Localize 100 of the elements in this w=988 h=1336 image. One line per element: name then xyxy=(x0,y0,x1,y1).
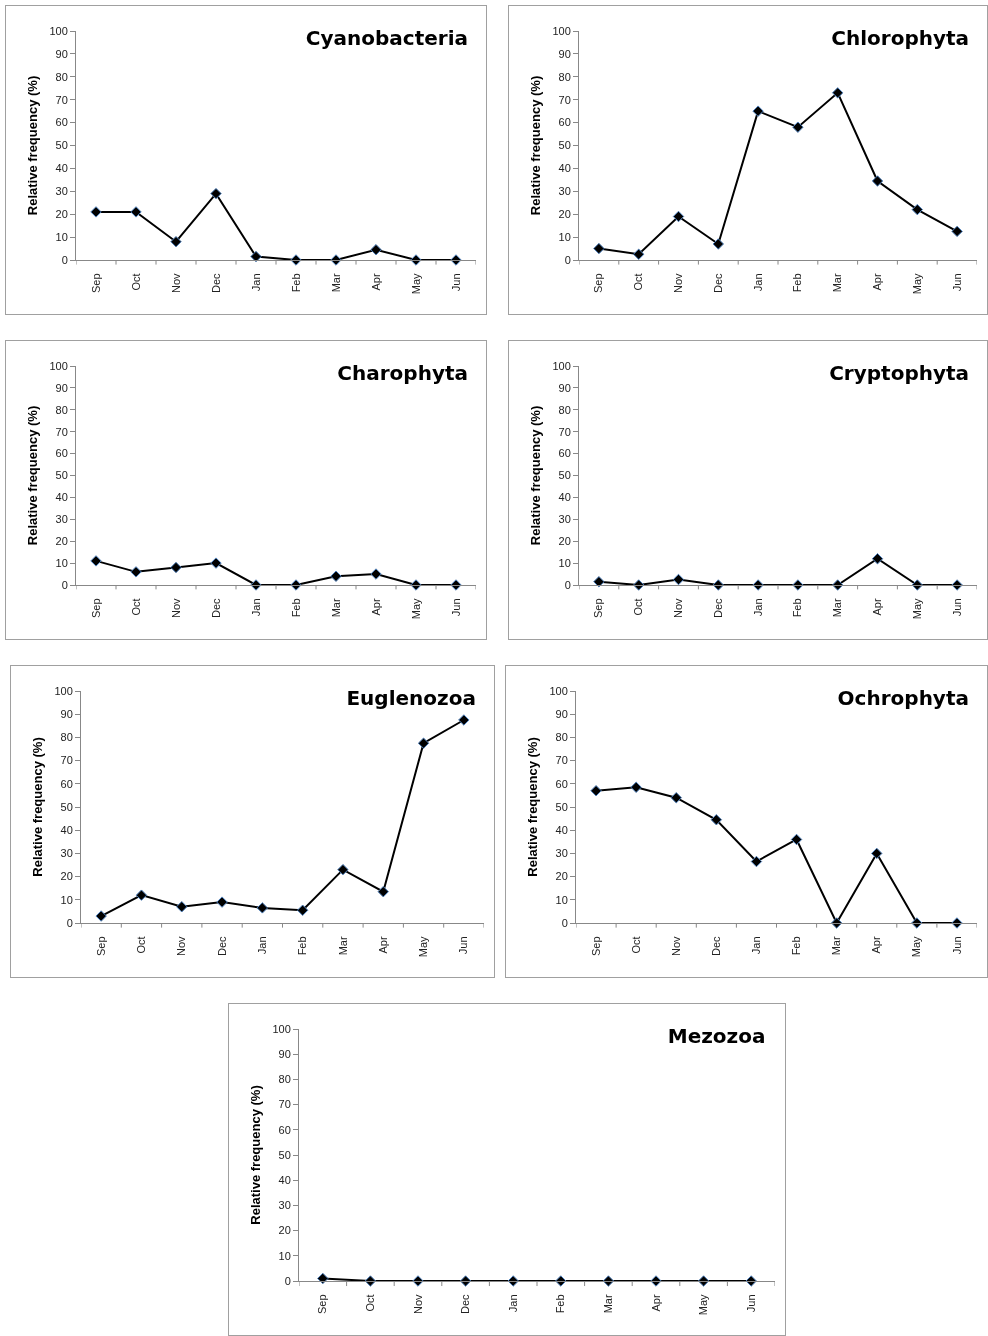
y-tick-label: 20 xyxy=(278,1224,291,1237)
x-tick-label: May xyxy=(409,272,422,295)
chart-title: Ochrophyta xyxy=(837,686,969,710)
point xyxy=(752,105,764,117)
y-tick-label: 10 xyxy=(55,556,68,569)
point xyxy=(871,847,883,860)
y-tick-label: 40 xyxy=(558,491,571,504)
x-tick-label: Feb xyxy=(289,598,302,618)
y-tick-label: 100 xyxy=(552,24,571,37)
point xyxy=(792,579,804,591)
y-tick-label: 70 xyxy=(60,754,73,767)
point xyxy=(250,250,262,263)
x-tick-label: May xyxy=(910,935,923,958)
y-tick-label: 50 xyxy=(558,469,571,482)
y-tick-label: 80 xyxy=(558,403,571,416)
x-tick-label: Nov xyxy=(169,272,182,293)
chart-title: Euglenozoa xyxy=(346,686,476,710)
point xyxy=(710,814,723,826)
point xyxy=(590,785,602,797)
y-tick-label: 80 xyxy=(55,403,68,416)
x-tick-label: Mar xyxy=(831,598,844,618)
point xyxy=(256,902,269,914)
y-tick-label: 60 xyxy=(278,1123,291,1136)
point xyxy=(216,896,228,908)
x-tick-label: Apr xyxy=(649,1294,662,1312)
y-tick-label: 90 xyxy=(558,47,571,60)
y-tick-label: 50 xyxy=(558,139,571,152)
x-tick-label: Dec xyxy=(709,935,722,956)
point xyxy=(750,855,763,868)
point xyxy=(170,235,182,248)
x-tick-label: Apr xyxy=(376,936,389,954)
y-tick-label: 70 xyxy=(558,93,571,106)
x-tick-label: Dec xyxy=(215,935,228,956)
y-tick-label: 20 xyxy=(55,535,68,548)
x-tick-label: Apr xyxy=(870,936,883,954)
point xyxy=(210,187,222,200)
y-tick-label: 0 xyxy=(66,916,73,929)
y-tick-label: 50 xyxy=(60,800,73,813)
x-tick-label: Feb xyxy=(554,1294,567,1314)
point xyxy=(370,244,382,256)
x-tick-label: Jun xyxy=(449,598,462,617)
y-tick-label: 30 xyxy=(278,1199,291,1212)
point xyxy=(712,238,724,250)
x-tick-label: Oct xyxy=(363,1294,376,1312)
point xyxy=(670,792,682,804)
x-tick-label: Apr xyxy=(871,273,884,291)
y-tick-label: 20 xyxy=(60,870,73,883)
chart-title: Cryptophyta xyxy=(829,361,970,385)
x-tick-label: Jan xyxy=(751,598,764,617)
x-tick-label: Sep xyxy=(89,598,102,618)
y-tick-label: 50 xyxy=(555,800,568,813)
x-tick-label: Apr xyxy=(369,273,382,291)
chart-title: Charophyta xyxy=(337,361,468,385)
x-tick-label: Nov xyxy=(175,935,188,956)
y-tick-label: 20 xyxy=(55,208,68,221)
y-axis-title: Relative frequency (%) xyxy=(30,737,46,877)
y-tick-label: 40 xyxy=(278,1174,291,1187)
y-tick-label: 10 xyxy=(558,230,571,243)
y-tick-label: 70 xyxy=(558,425,571,438)
point xyxy=(210,557,222,569)
y-tick-label: 30 xyxy=(558,185,571,198)
point xyxy=(871,175,884,187)
y-tick-label: 40 xyxy=(555,824,568,837)
x-tick-label: Oct xyxy=(629,936,642,954)
x-tick-label: Jun xyxy=(950,936,963,955)
point xyxy=(135,889,148,901)
y-tick-label: 50 xyxy=(55,469,68,482)
point xyxy=(330,254,342,266)
y-tick-label: 40 xyxy=(55,491,68,504)
x-tick-label: Feb xyxy=(296,936,309,956)
x-tick-label: Mar xyxy=(329,598,342,618)
point xyxy=(337,863,349,876)
point xyxy=(370,568,382,580)
point xyxy=(593,242,605,255)
x-tick-label: Nov xyxy=(669,935,682,956)
x-tick-label: Nov xyxy=(672,272,685,293)
y-axis-title: Relative frequency (%) xyxy=(528,75,544,216)
x-tick-label: Dec xyxy=(209,272,222,293)
y-tick-label: 70 xyxy=(555,754,568,767)
x-tick-label: Jan xyxy=(750,936,763,955)
point xyxy=(832,87,844,99)
y-tick-label: 30 xyxy=(55,185,68,198)
point xyxy=(130,206,142,218)
x-tick-label: Jun xyxy=(449,273,462,292)
x-tick-label: Sep xyxy=(592,273,605,293)
x-tick-label: Sep xyxy=(316,1294,329,1314)
x-tick-label: Mar xyxy=(601,1294,614,1314)
y-tick-label: 90 xyxy=(278,1048,291,1061)
x-tick-label: Sep xyxy=(589,936,602,956)
point xyxy=(95,910,107,922)
y-tick-label: 30 xyxy=(55,513,68,526)
y-tick-label: 80 xyxy=(60,731,73,744)
point xyxy=(458,714,470,726)
x-tick-label: Sep xyxy=(89,273,102,293)
x-tick-label: Apr xyxy=(369,598,382,616)
x-tick-label: Dec xyxy=(209,597,222,618)
y-tick-label: 20 xyxy=(558,208,571,221)
y-tick-label: 90 xyxy=(55,47,68,60)
y-tick-label: 80 xyxy=(555,731,568,744)
point xyxy=(290,254,302,266)
